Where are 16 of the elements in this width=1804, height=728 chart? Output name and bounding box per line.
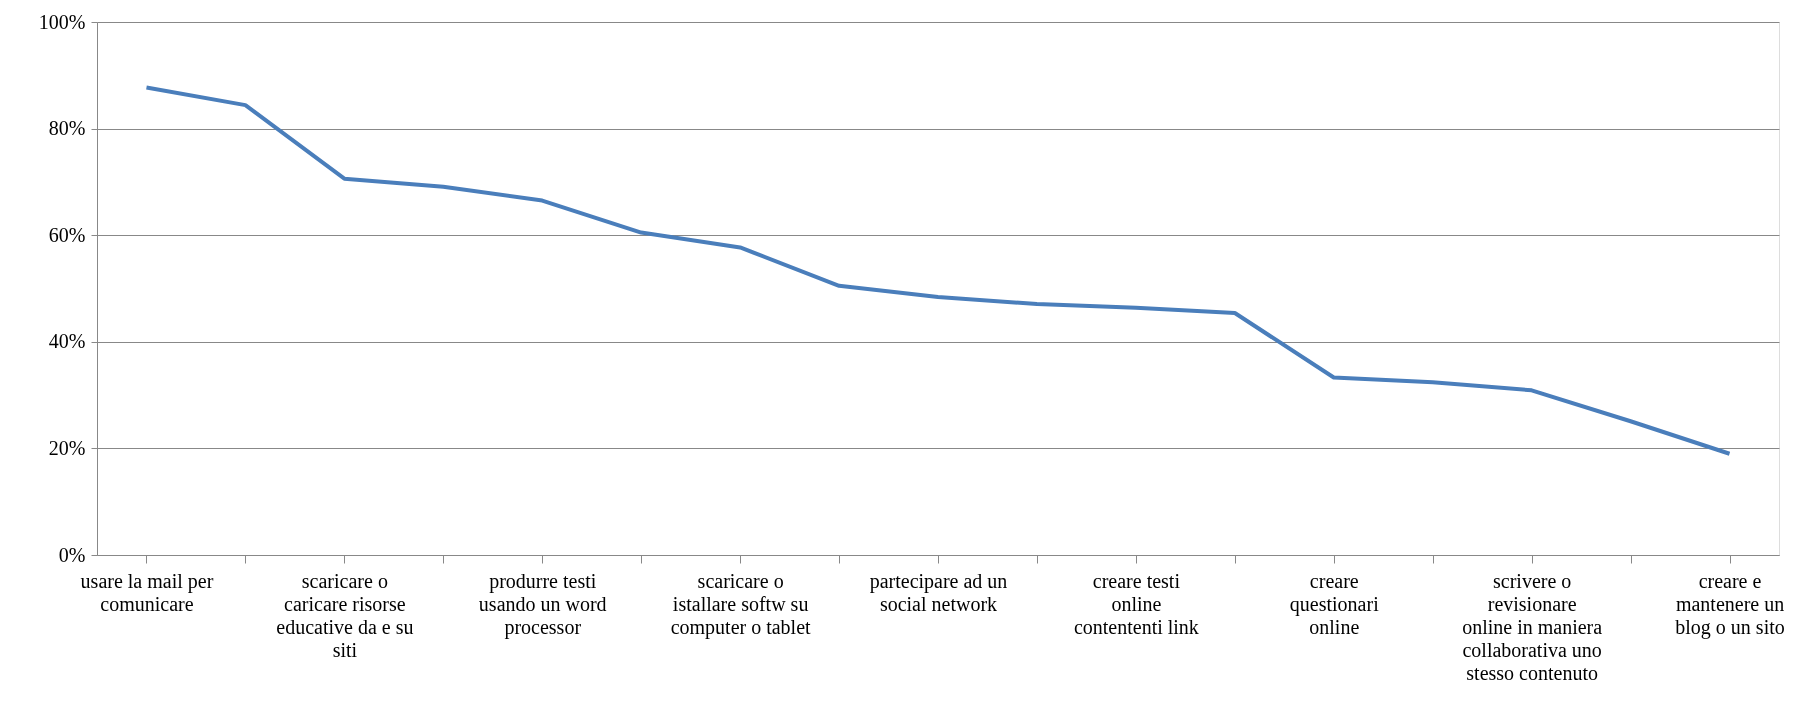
x-tick-label: creare testi online contententi link	[1073, 569, 1199, 638]
x-tick-label: scaricare o istallare softw su computer o tablet	[670, 569, 812, 639]
x-tick-label: partecipare ad un social network	[869, 569, 1008, 615]
x-tick-label: produrre testi usando un word processor	[478, 569, 607, 639]
line-series	[144, 85, 1732, 456]
x-tick-label: usare la mail per comunicare	[80, 569, 214, 615]
x-tick-label: creare e mantenere un blog o un sito	[1675, 569, 1785, 639]
y-tick-label: 0%	[58, 543, 86, 566]
x-tick-label: creare questionari online	[1289, 569, 1380, 638]
y-tick-label: 100%	[38, 10, 86, 33]
x-tick-label: scrivere o revisionare online in maniera collaborativa uno stesso contenuto	[1462, 569, 1603, 684]
y-tick-label: 20%	[48, 436, 86, 459]
x-tick-label: scaricare o caricare risorse educative da e su siti	[276, 569, 414, 661]
y-tick-label: 60%	[48, 223, 86, 246]
y-tick-label: 80%	[48, 117, 86, 140]
y-tick-label: 40%	[48, 330, 86, 353]
